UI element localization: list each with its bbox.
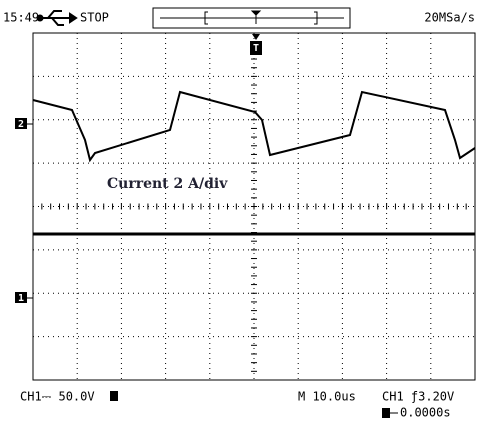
graticule <box>32 32 476 380</box>
acquisition-status: STOP <box>80 11 109 25</box>
trigger-arrow <box>252 34 260 40</box>
trigger-marker: T <box>253 43 259 54</box>
sample-rate: 20MSa/s <box>424 11 475 25</box>
annotation: Current 2 A/div <box>107 176 228 192</box>
memory-bar <box>152 7 351 29</box>
trigger-marker-box <box>250 41 262 55</box>
clock: 15:49 <box>3 11 39 25</box>
ch1-scale: CH1⎓ 50.0V <box>20 390 95 404</box>
bandwidth-icon <box>110 391 118 401</box>
trigger-position: 0.0000s <box>400 406 451 420</box>
ch2-marker-box <box>15 118 27 129</box>
ch1-marker-box <box>15 292 27 303</box>
usb-icon <box>36 10 78 26</box>
trigger-level: CH1 ƒ3.20V <box>382 390 454 404</box>
trigger-position-icon <box>382 408 398 418</box>
timebase: M 10.0us <box>298 390 356 404</box>
ch1-marker: 1 <box>18 293 24 304</box>
ch2-marker: 2 <box>18 119 24 130</box>
ch2-waveform <box>32 90 476 163</box>
